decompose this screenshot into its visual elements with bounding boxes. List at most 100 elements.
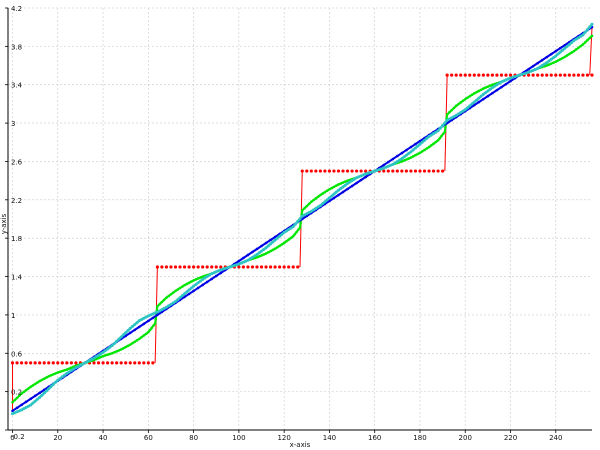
data-point	[144, 315, 148, 319]
data-point	[156, 313, 159, 317]
data-point	[545, 73, 549, 77]
data-point	[379, 167, 383, 171]
data-point	[61, 369, 64, 373]
x-tick-label: 200	[459, 434, 472, 442]
data-point	[122, 346, 125, 350]
data-point	[262, 247, 266, 251]
data-point	[201, 265, 205, 269]
data-point	[239, 261, 243, 265]
data-point	[221, 267, 225, 271]
data-point	[198, 279, 202, 283]
data-point	[33, 382, 37, 386]
data-point	[536, 73, 540, 77]
data-point	[389, 163, 393, 167]
data-point	[115, 339, 119, 343]
data-point	[148, 328, 152, 332]
data-point	[97, 356, 100, 360]
data-point	[402, 155, 406, 159]
data-point	[300, 209, 304, 212]
data-point	[334, 184, 338, 187]
data-point	[219, 268, 223, 272]
data-point	[579, 34, 583, 38]
data-point	[307, 211, 311, 215]
data-point	[416, 152, 420, 156]
data-point	[561, 56, 564, 60]
data-point	[128, 361, 132, 365]
data-point	[585, 28, 589, 32]
data-point	[441, 169, 445, 173]
data-point	[276, 245, 279, 249]
x-tick-label: 20	[53, 434, 62, 442]
data-point	[556, 52, 560, 56]
data-point	[278, 234, 282, 238]
data-point	[438, 136, 442, 140]
data-point	[520, 72, 524, 76]
data-point	[153, 322, 157, 325]
data-point	[45, 376, 48, 379]
data-point	[427, 145, 431, 149]
data-point	[336, 188, 340, 192]
data-point	[506, 77, 510, 81]
data-point	[572, 49, 576, 53]
data-point	[67, 370, 71, 374]
data-point	[405, 148, 408, 152]
data-point	[246, 253, 250, 257]
data-point	[137, 361, 141, 365]
data-point	[293, 222, 297, 226]
data-point	[395, 169, 399, 173]
data-point	[35, 397, 39, 401]
data-point	[590, 22, 594, 26]
data-point	[577, 46, 580, 50]
data-point	[183, 283, 186, 287]
data-point	[65, 361, 69, 365]
data-point	[192, 265, 196, 269]
data-point	[212, 271, 216, 275]
data-point	[214, 265, 218, 269]
series-3	[11, 22, 594, 416]
data-point	[391, 169, 395, 173]
data-point	[241, 265, 246, 269]
data-point	[83, 361, 87, 365]
data-point	[241, 260, 245, 264]
data-point	[280, 243, 284, 246]
data-point	[113, 351, 116, 354]
data-point	[422, 138, 426, 142]
data-point	[477, 96, 481, 100]
data-point	[201, 283, 204, 287]
data-point	[400, 160, 404, 163]
data-point	[332, 192, 336, 196]
data-point	[24, 405, 28, 409]
data-point	[282, 230, 286, 234]
data-point	[400, 169, 404, 173]
data-point	[203, 276, 207, 280]
data-point	[400, 157, 404, 161]
data-point	[545, 61, 549, 65]
data-point	[513, 75, 517, 79]
data-point	[413, 146, 417, 150]
data-point	[567, 42, 571, 46]
data-point	[448, 111, 451, 114]
data-point	[536, 61, 539, 65]
data-point	[244, 259, 248, 263]
data-point	[76, 364, 80, 368]
data-point	[287, 265, 291, 269]
data-point	[429, 133, 433, 137]
data-point	[110, 361, 114, 365]
data-point	[47, 361, 51, 365]
data-point	[461, 99, 465, 103]
data-point	[164, 265, 169, 269]
data-point	[187, 288, 191, 292]
y-tick-label: 1.8	[11, 235, 22, 243]
data-point	[531, 64, 535, 68]
y-tick-label: 3	[11, 120, 15, 128]
data-point	[214, 270, 218, 274]
data-point	[547, 63, 551, 66]
data-point	[407, 152, 411, 156]
data-point	[260, 244, 263, 248]
data-point	[370, 170, 374, 174]
data-point	[540, 73, 544, 77]
data-point	[398, 158, 402, 162]
data-point	[576, 36, 580, 40]
data-point	[405, 158, 408, 161]
x-tick-label: 0	[10, 434, 14, 442]
